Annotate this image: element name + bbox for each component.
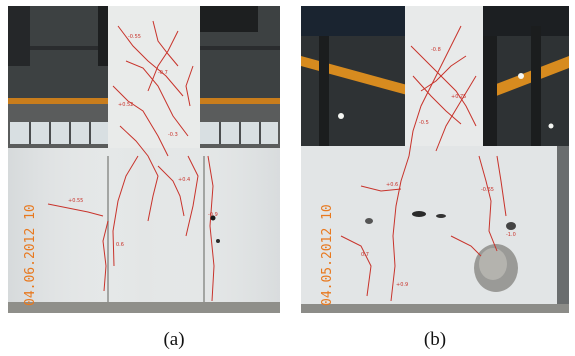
actuator-frame <box>198 6 258 32</box>
svg-text:-0.55: -0.55 <box>128 34 141 40</box>
svg-text:0.6: 0.6 <box>116 242 124 248</box>
svg-text:+0.9: +0.9 <box>396 282 408 288</box>
steel-column-right <box>483 36 497 146</box>
svg-text:-0.3: -0.3 <box>168 132 178 138</box>
svg-text:-0.7: -0.7 <box>158 70 168 76</box>
window-strip-left <box>10 122 108 144</box>
caption-a: (a) <box>163 329 185 350</box>
svg-text:+0.4: +0.4 <box>178 177 190 183</box>
svg-text:0.7: 0.7 <box>361 252 369 258</box>
crack-pattern <box>47 20 215 302</box>
steel-column-left <box>319 36 329 156</box>
steel-column-left <box>98 6 110 66</box>
crane-beam-right <box>491 56 569 98</box>
svg-text:-1.0: -1.0 <box>506 232 516 238</box>
crack-pattern <box>340 25 507 302</box>
svg-text:-0.65: -0.65 <box>481 187 494 193</box>
svg-text:-0.9: -0.9 <box>208 212 218 218</box>
photo-b-scene: -0.8 +0.75 -0.5 +0.6 -0.65 0.7 +0.9 -1.0 04.0… <box>301 6 569 313</box>
specimen-column <box>405 6 483 154</box>
date-stamp-b: 04.05.2012 10 <box>320 204 335 306</box>
date-stamp-a: 04.06.2012 10 <box>23 204 38 306</box>
svg-text:+0.6: +0.6 <box>386 182 398 188</box>
svg-text:+0.55: +0.55 <box>68 198 83 204</box>
svg-text:+0.75: +0.75 <box>451 94 466 100</box>
svg-text:+0.52: +0.52 <box>118 102 133 108</box>
actuator-frame <box>301 6 411 36</box>
svg-text:-0.5: -0.5 <box>419 120 429 126</box>
photo-a-scene: -0.55 -0.7 +0.52 -0.3 +0.4 +0.55 -0.9 0.6 04.… <box>8 6 280 313</box>
photo-b: -0.8 +0.75 -0.5 +0.6 -0.65 0.7 +0.9 -1.0 04.0… <box>301 6 569 313</box>
photo-a: -0.55 -0.7 +0.52 -0.3 +0.4 +0.55 -0.9 0.6 04.… <box>8 6 280 313</box>
caption-b: (b) <box>423 329 447 350</box>
svg-text:-0.8: -0.8 <box>431 47 441 53</box>
specimen-slab <box>301 146 557 306</box>
